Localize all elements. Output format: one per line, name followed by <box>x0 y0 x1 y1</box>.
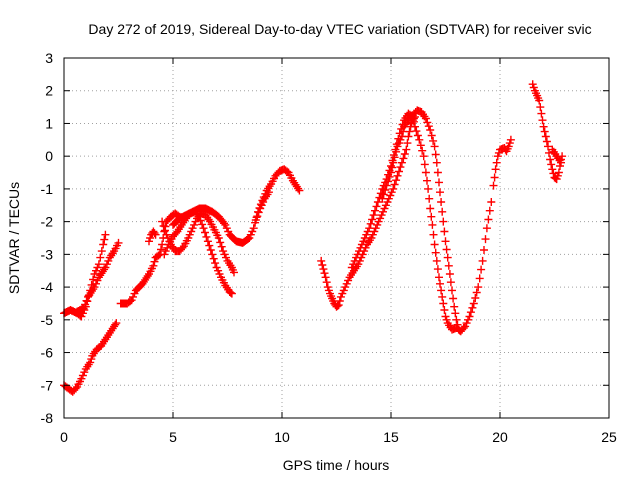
y-tick-label: 1 <box>45 115 53 131</box>
y-tick-label: 0 <box>45 148 53 164</box>
series-seg-m <box>489 135 515 190</box>
y-tick-label: -8 <box>41 410 54 426</box>
data-point-markers <box>158 209 238 277</box>
x-tick-label: 15 <box>383 429 399 445</box>
series-seg-c <box>60 319 121 396</box>
y-tick-label: -1 <box>41 181 54 197</box>
data-point-markers <box>378 106 496 336</box>
series-seg-d <box>116 209 188 308</box>
data-point-markers <box>145 227 160 246</box>
data-point-markers <box>73 238 123 316</box>
series-seg-i <box>251 188 273 224</box>
data-point-markers <box>317 112 419 311</box>
y-axis-label: SDTVAR / TECUs <box>6 182 22 294</box>
series-seg-j <box>317 112 419 311</box>
x-tick-label: 25 <box>601 429 617 445</box>
series-seg-b <box>73 238 123 316</box>
x-axis-label: GPS time / hours <box>283 457 390 473</box>
series-seg-l <box>378 106 496 336</box>
x-tick-label: 0 <box>60 429 68 445</box>
y-tick-label: -2 <box>41 214 54 230</box>
y-tick-label: -4 <box>41 279 54 295</box>
series-seg-e <box>145 227 160 246</box>
data-point-markers <box>548 145 565 167</box>
series-seg-n <box>528 80 567 184</box>
data-point-markers <box>116 209 188 308</box>
y-tick-label: -3 <box>41 246 54 262</box>
chart-title: Day 272 of 2019, Sidereal Day-to-day VTE… <box>88 21 591 37</box>
y-tick-label: 2 <box>45 83 53 99</box>
data-point-markers <box>60 319 121 396</box>
x-tick-label: 20 <box>492 429 508 445</box>
y-tick-label: 3 <box>45 50 53 66</box>
series-seg-g <box>158 209 238 277</box>
y-tick-label: -6 <box>41 345 54 361</box>
axes: 0 5 10 15 20 25 -8 -7 -6 -5 -4 -3 -2 -1 0 1 2 3 <box>41 50 617 445</box>
series-seg-o <box>548 145 565 167</box>
x-tick-label: 5 <box>169 429 177 445</box>
x-tick-label: 10 <box>274 429 290 445</box>
y-tick-label: -7 <box>41 377 54 393</box>
data-point-markers <box>528 80 567 184</box>
data-point-markers <box>489 135 515 190</box>
plot-frame <box>63 57 610 419</box>
y-tick-label: -5 <box>41 312 54 328</box>
data-point-markers <box>251 188 273 224</box>
data-series <box>60 80 567 396</box>
grid <box>64 58 609 418</box>
